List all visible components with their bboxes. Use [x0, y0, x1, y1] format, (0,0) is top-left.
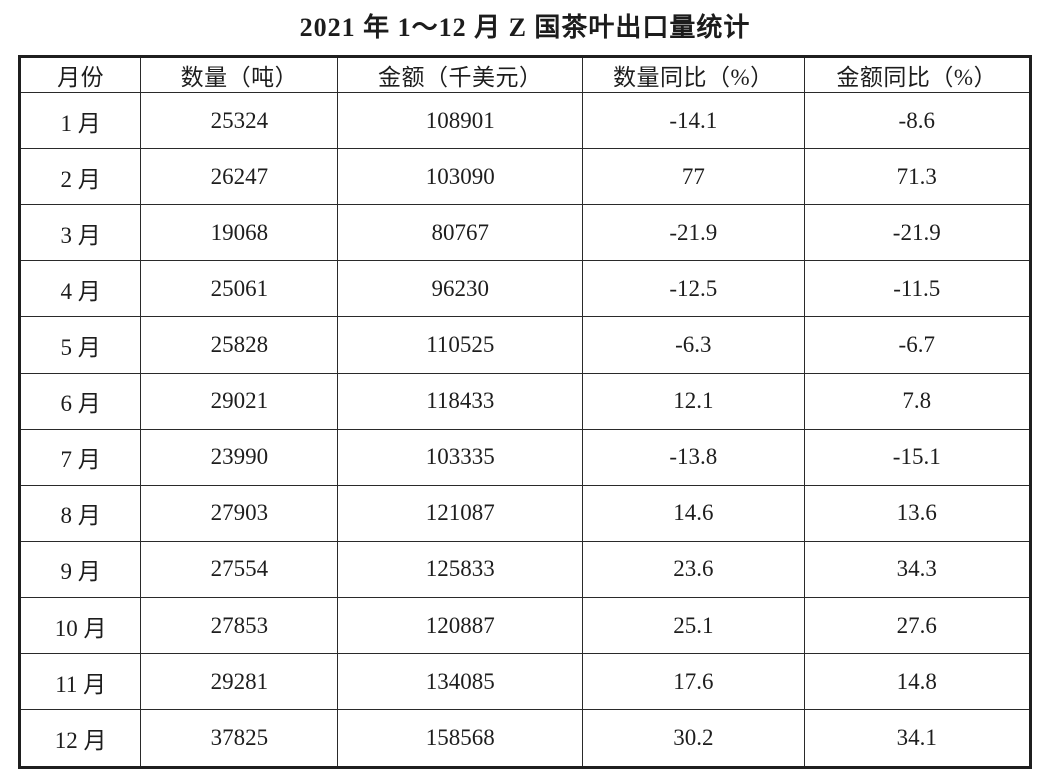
cell-quantity-yoy: -6.3 [582, 316, 805, 374]
column-header-quantity-yoy: 数量同比（%） [582, 56, 805, 93]
cell-amount-yoy: 71.3 [803, 148, 1032, 206]
page-title: 2021 年 1～12 月 Z 国茶叶出口量统计 [299, 13, 751, 42]
cell-quantity-yoy: -14.1 [582, 91, 805, 150]
cell-amount: 158568 [337, 709, 584, 768]
cell-quantity: 27853 [140, 596, 339, 655]
table-row: 3 月 19068 80767 -21.9 -21.9 [18, 204, 1032, 262]
table-row: 5 月 25828 110525 -6.3 -6.7 [18, 316, 1032, 374]
cell-month: 11 月 [18, 653, 142, 711]
cell-month: 2 月 [18, 148, 142, 206]
cell-quantity-yoy: 14.6 [582, 484, 805, 542]
cell-quantity-yoy: -21.9 [582, 204, 805, 262]
cell-quantity-yoy: -12.5 [582, 260, 805, 318]
cell-amount-yoy: -21.9 [803, 204, 1032, 262]
cell-quantity: 27554 [140, 540, 339, 598]
cell-month: 6 月 [18, 372, 142, 430]
cell-amount-yoy: -11.5 [803, 260, 1032, 318]
cell-month: 3 月 [18, 204, 142, 262]
cell-quantity-yoy: 25.1 [582, 596, 805, 655]
table-row: 10 月 27853 120887 25.1 27.6 [18, 596, 1032, 655]
cell-amount-yoy: 14.8 [803, 653, 1032, 711]
cell-month: 7 月 [18, 428, 142, 486]
cell-amount: 103090 [337, 148, 584, 206]
column-header-amount: 金额（千美元） [337, 56, 584, 93]
cell-amount-yoy: -8.6 [803, 91, 1032, 150]
cell-amount: 103335 [337, 428, 584, 486]
table-row: 2 月 26247 103090 77 71.3 [18, 148, 1032, 206]
cell-amount: 125833 [337, 540, 584, 598]
cell-quantity: 26247 [140, 148, 339, 206]
cell-month: 10 月 [18, 596, 142, 655]
cell-amount: 120887 [337, 596, 584, 655]
cell-quantity-yoy: 17.6 [582, 653, 805, 711]
cell-month: 4 月 [18, 260, 142, 318]
cell-quantity: 19068 [140, 204, 339, 262]
cell-month: 12 月 [18, 709, 142, 768]
table-row: 6 月 29021 118433 12.1 7.8 [18, 372, 1032, 430]
cell-quantity: 29021 [140, 372, 339, 430]
cell-amount: 134085 [337, 653, 584, 711]
cell-quantity: 25324 [140, 91, 339, 150]
cell-amount-yoy: 7.8 [803, 372, 1032, 430]
column-header-month: 月份 [18, 56, 142, 93]
cell-amount: 121087 [337, 484, 584, 542]
cell-month: 9 月 [18, 540, 142, 598]
header-row: 月份 数量（吨） 金额（千美元） 数量同比（%） 金额同比（%） [18, 56, 1032, 93]
cell-amount-yoy: 34.3 [803, 540, 1032, 598]
table-row: 1 月 25324 108901 -14.1 -8.6 [18, 91, 1032, 150]
cell-quantity-yoy: 23.6 [582, 540, 805, 598]
cell-month: 5 月 [18, 316, 142, 374]
cell-month: 1 月 [18, 91, 142, 150]
cell-amount-yoy: -15.1 [803, 428, 1032, 486]
cell-quantity-yoy: 30.2 [582, 709, 805, 768]
table-row: 11 月 29281 134085 17.6 14.8 [18, 653, 1032, 711]
table-row: 7 月 23990 103335 -13.8 -15.1 [18, 428, 1032, 486]
table-row: 4 月 25061 96230 -12.5 -11.5 [18, 260, 1032, 318]
cell-amount-yoy: 34.1 [803, 709, 1032, 768]
cell-month: 8 月 [18, 484, 142, 542]
cell-amount-yoy: 27.6 [803, 596, 1032, 655]
column-header-quantity: 数量（吨） [140, 56, 339, 93]
cell-quantity: 27903 [140, 484, 339, 542]
tea-export-table: 月份 数量（吨） 金额（千美元） 数量同比（%） 金额同比（%） 1 月 253… [18, 55, 1032, 769]
cell-quantity-yoy: 12.1 [582, 372, 805, 430]
cell-quantity: 37825 [140, 709, 339, 768]
table-row: 9 月 27554 125833 23.6 34.3 [18, 540, 1032, 598]
cell-amount: 108901 [337, 91, 584, 150]
cell-amount: 118433 [337, 372, 584, 430]
cell-amount: 110525 [337, 316, 584, 374]
cell-quantity: 29281 [140, 653, 339, 711]
cell-quantity-yoy: -13.8 [582, 428, 805, 486]
cell-amount: 80767 [337, 204, 584, 262]
table-row: 12 月 37825 158568 30.2 34.1 [18, 709, 1032, 768]
cell-quantity: 25061 [140, 260, 339, 318]
column-header-amount-yoy: 金额同比（%） [803, 56, 1032, 93]
cell-amount: 96230 [337, 260, 584, 318]
cell-quantity-yoy: 77 [582, 148, 805, 206]
cell-quantity: 23990 [140, 428, 339, 486]
table-row: 8 月 27903 121087 14.6 13.6 [18, 484, 1032, 542]
cell-amount-yoy: -6.7 [803, 316, 1032, 374]
cell-amount-yoy: 13.6 [803, 484, 1032, 542]
cell-quantity: 25828 [140, 316, 339, 374]
